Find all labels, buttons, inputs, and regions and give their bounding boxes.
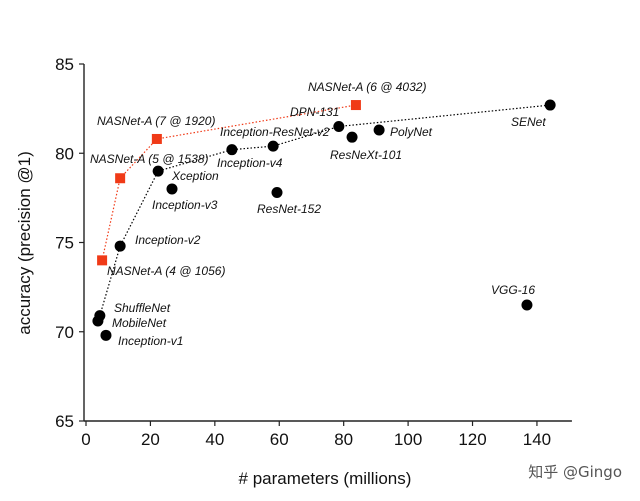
point-marker (151, 133, 162, 144)
x-tick-label: 80 (334, 430, 353, 449)
point-marker (544, 99, 556, 111)
point-label: NASNet-A (4 @ 1056) (107, 264, 225, 278)
x-tick-label: 100 (394, 430, 422, 449)
y-tick-label: 70 (55, 323, 74, 342)
point-label: ResNet-152 (257, 202, 321, 216)
point-label: Inception-v4 (217, 156, 283, 170)
point-label: MobileNet (112, 316, 167, 330)
point-label: NASNet-A (7 @ 1920) (97, 114, 215, 128)
point-marker (346, 131, 358, 143)
x-axis-label: # parameters (millions) (239, 469, 412, 488)
x-tick-label: 40 (205, 430, 224, 449)
y-axis-label: accuracy (precision @1) (15, 151, 34, 335)
point-label: Inception-ResNet-v2 (220, 125, 330, 139)
point-label: SENet (511, 115, 546, 129)
point-marker (267, 140, 279, 152)
data-points (92, 99, 556, 341)
point-marker (226, 144, 238, 156)
point-label: Inception-v3 (152, 198, 218, 212)
point-label: Inception-v1 (118, 334, 183, 348)
point-marker (152, 165, 164, 177)
point-marker (350, 100, 361, 111)
point-label: ResNeXt-101 (330, 148, 402, 162)
y-tick-label: 65 (55, 412, 74, 431)
x-tick-label: 120 (458, 430, 486, 449)
x-tick-label: 20 (141, 430, 160, 449)
point-label: NASNet-A (5 @ 1538) (90, 152, 208, 166)
point-marker (115, 173, 126, 184)
y-tick-label: 80 (55, 144, 74, 163)
point-label: PolyNet (390, 125, 433, 139)
point-marker (114, 240, 126, 252)
y-tick-label: 85 (55, 55, 74, 74)
x-tick-label: 60 (270, 430, 289, 449)
point-marker (92, 315, 104, 327)
point-marker (521, 299, 533, 311)
y-tick-label: 75 (55, 234, 74, 253)
point-label: NASNet-A (6 @ 4032) (308, 80, 426, 94)
point-label: ShuffleNet (114, 301, 171, 315)
point-label: VGG-16 (491, 283, 535, 297)
point-labels: NASNet-A (4 @ 1056) NASNet-A (5 @ 1538) NA… (90, 80, 546, 348)
x-tick-label: 0 (81, 430, 90, 449)
point-marker (333, 120, 345, 132)
axes: 0 20 40 60 80 100 120 140 65 70 75 80 85 (55, 55, 572, 449)
point-marker (166, 183, 178, 195)
point-label: DPN-131 (290, 105, 339, 119)
point-marker (373, 124, 385, 136)
point-label: Xception (171, 169, 219, 183)
series-line-0 (101, 104, 357, 261)
point-marker (97, 255, 108, 266)
point-marker (100, 329, 112, 341)
x-tick-label: 140 (523, 430, 551, 449)
point-label: Inception-v2 (135, 233, 201, 247)
point-marker (271, 187, 283, 199)
watermark: 知乎 @Gingo (528, 463, 622, 481)
